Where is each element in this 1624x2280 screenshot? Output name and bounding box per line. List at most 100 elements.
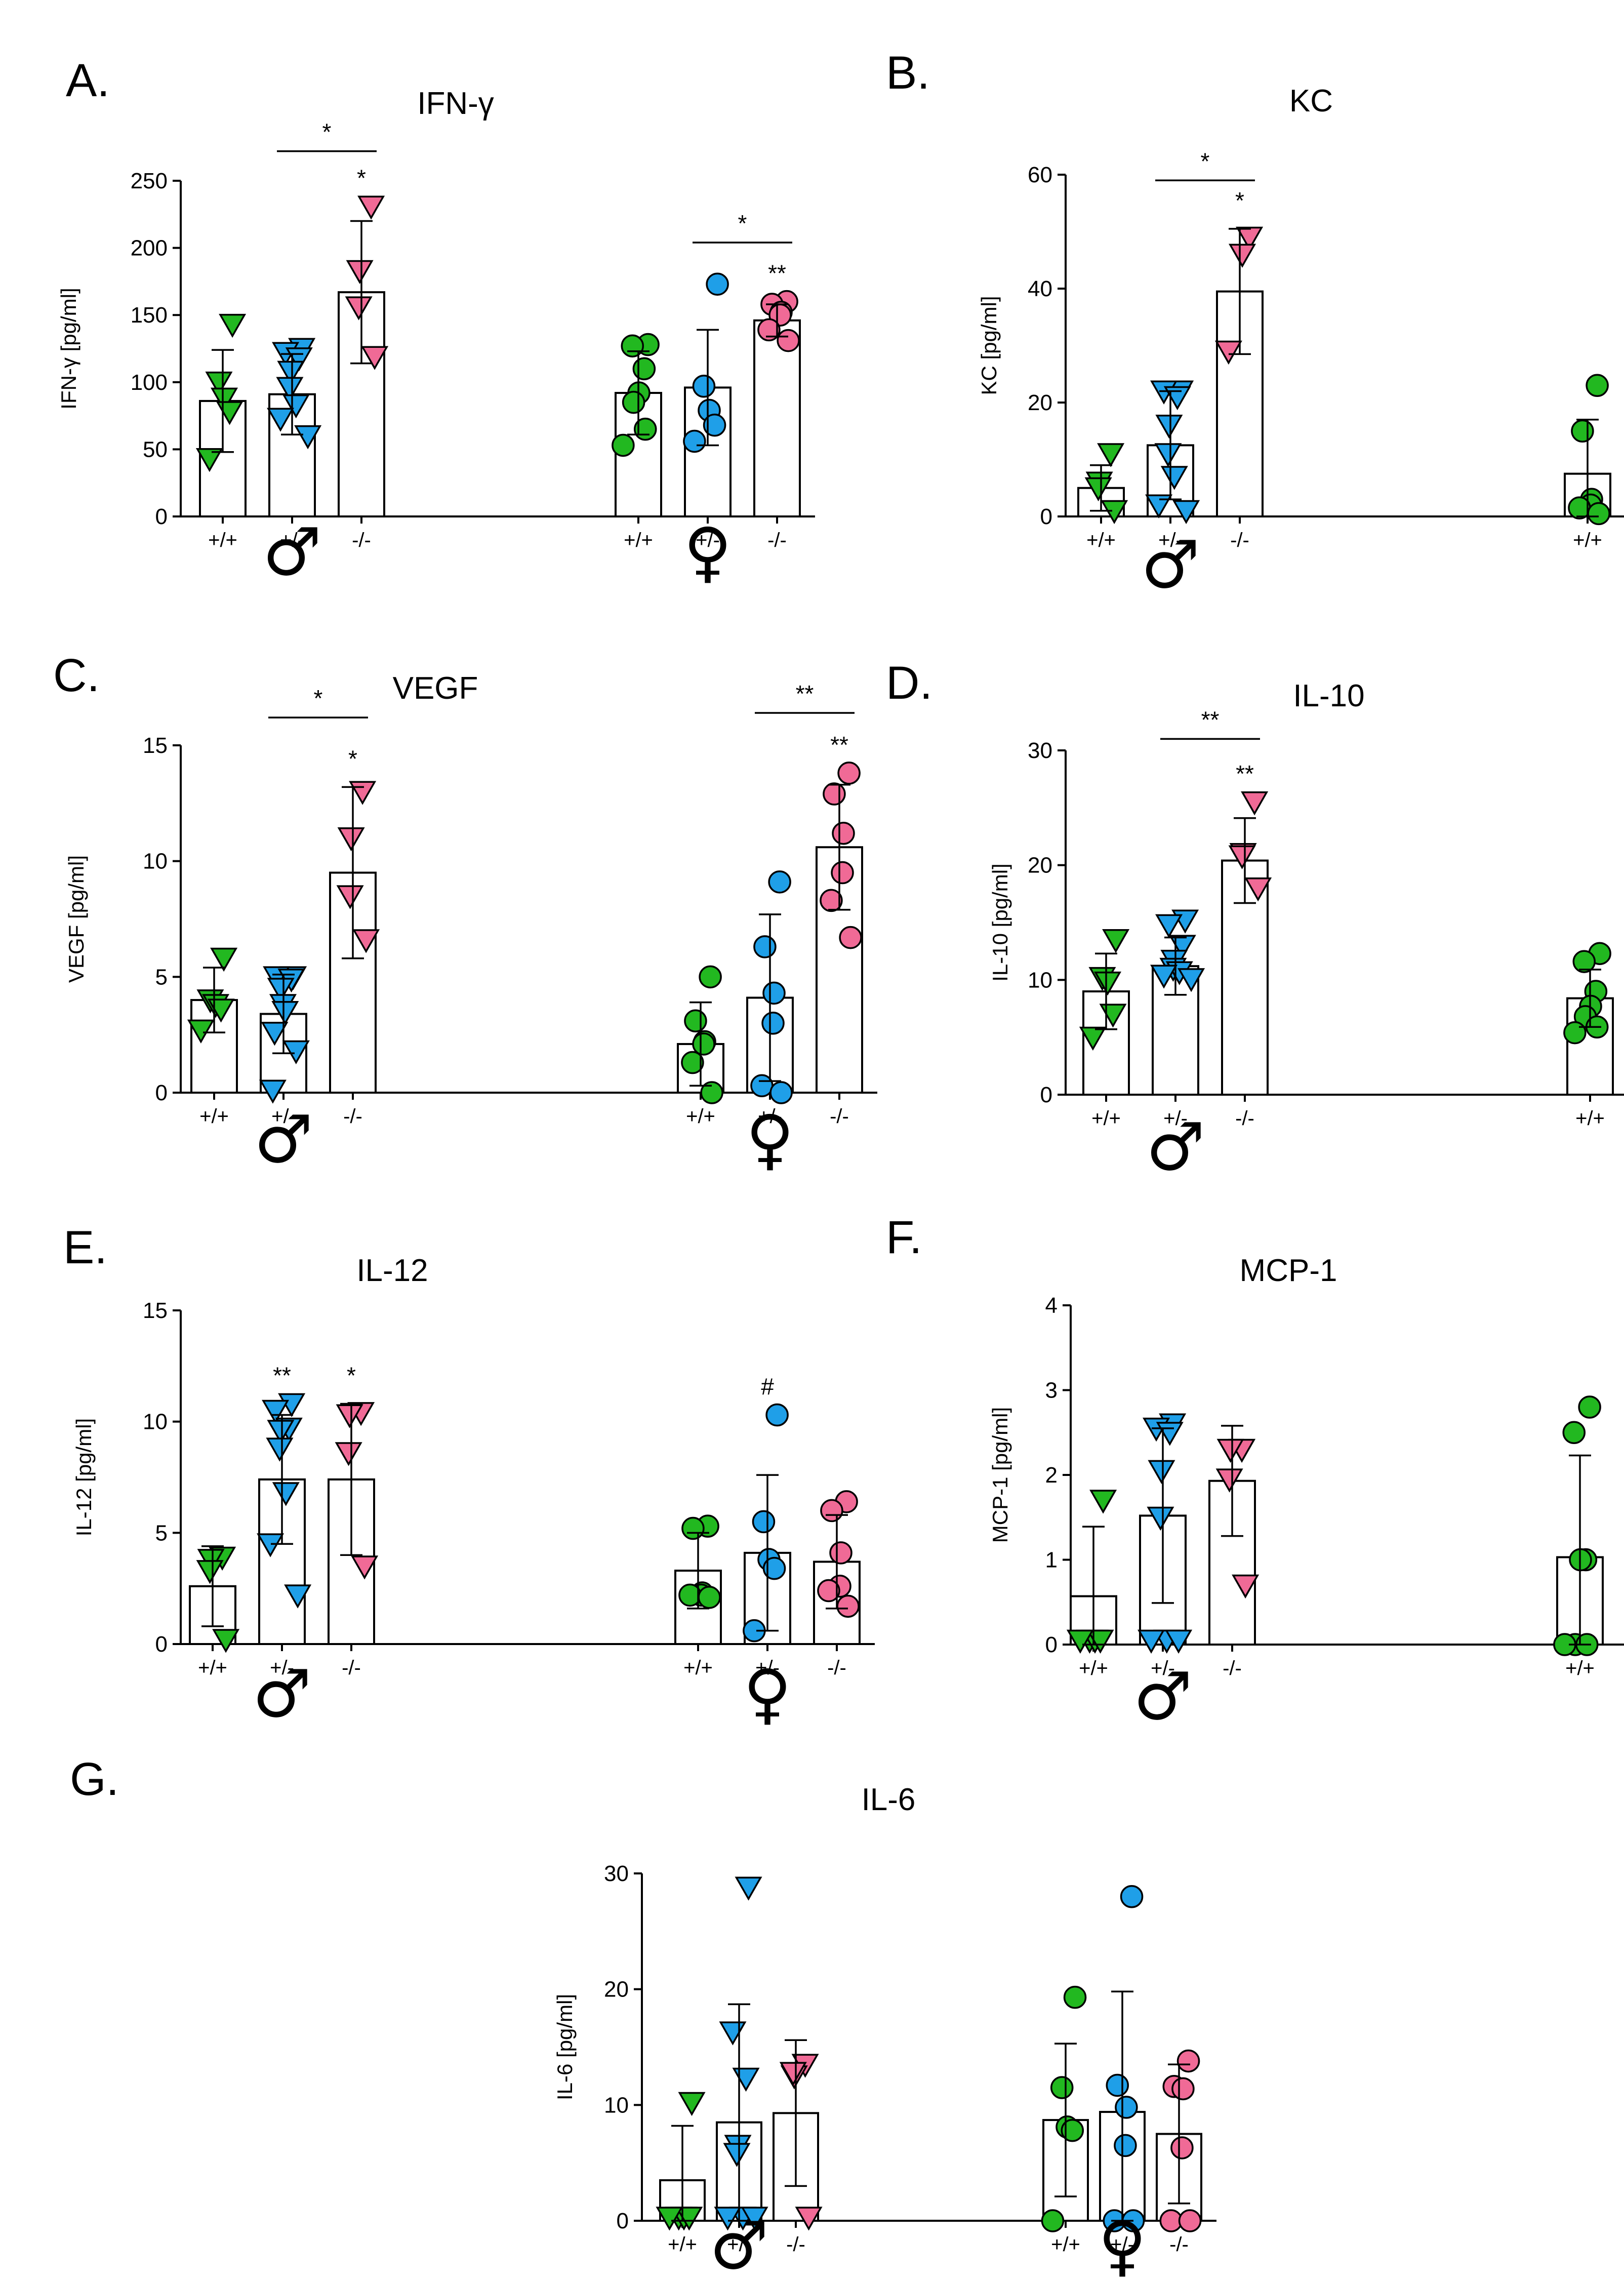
data-point: [706, 272, 729, 296]
data-point: [1171, 2077, 1195, 2101]
y-tick-label: 2: [1045, 1463, 1058, 1488]
data-point: [1155, 914, 1183, 938]
x-tick-label: +/+: [1091, 1107, 1121, 1130]
y-axis-label: VEGF [pg/ml]: [64, 855, 88, 983]
data-point: [795, 2207, 823, 2231]
y-tick-label: 10: [143, 1410, 168, 1434]
data-point: [1572, 950, 1596, 973]
data-point: [277, 361, 305, 385]
bracket-significance: *: [322, 119, 332, 145]
x-tick-label: +/-: [1163, 1107, 1188, 1130]
data-point: [741, 2207, 768, 2231]
data-point: [779, 2062, 807, 2086]
x-tick-label: +/-: [696, 529, 720, 551]
y-tick-label: 20: [1028, 853, 1052, 878]
y-tick-label: 30: [1028, 738, 1052, 763]
data-point: [1587, 502, 1610, 526]
data-point: [1168, 935, 1196, 959]
x-tick-label: +/-: [1110, 2233, 1134, 2256]
data-point: [257, 1533, 285, 1557]
x-tick-label: -/-: [352, 529, 371, 551]
data-point: [1106, 2073, 1129, 2097]
y-tick-label: 50: [143, 437, 168, 462]
x-tick-label: +/-: [755, 1657, 780, 1679]
y-axis-label: IL-6 [pg/ml]: [553, 1994, 577, 2100]
data-point: [1176, 2049, 1200, 2073]
x-tick-label: +/+: [208, 529, 237, 551]
data-point: [1155, 415, 1183, 439]
chart-title: IL-6: [862, 1782, 916, 1817]
data-point: [1145, 494, 1173, 518]
x-tick-label: +/+: [198, 1657, 227, 1679]
data-point: [1244, 877, 1272, 902]
y-axis-label: IL-10 [pg/ml]: [988, 863, 1012, 981]
x-tick-label: +/+: [1051, 2233, 1080, 2256]
x-tick-label: +/-: [727, 2233, 751, 2256]
data-point: [196, 1560, 224, 1584]
significance-mark: **: [768, 260, 786, 287]
y-tick-label: 0: [1045, 1632, 1058, 1657]
data-point: [699, 965, 722, 989]
data-point: [212, 1629, 240, 1653]
panel-letter: C.: [53, 650, 100, 701]
chart-title: IFN-γ: [417, 86, 494, 121]
data-point: [761, 1012, 785, 1035]
data-point: [1120, 1885, 1144, 1908]
data-point: [757, 318, 781, 342]
y-axis-label: IFN-γ [pg/ml]: [57, 288, 80, 409]
data-point: [1241, 791, 1269, 816]
y-tick-label: 60: [1028, 163, 1052, 187]
data-point: [678, 2092, 706, 2116]
data-point: [831, 861, 854, 885]
data-point: [714, 2207, 742, 2231]
bracket-significance: *: [738, 210, 747, 236]
data-point: [692, 1032, 715, 1056]
x-tick-label: +/-: [758, 1105, 782, 1128]
chart-panel-a: A. IFN-γ IFN-γ [pg/ml] 0 50 100 150 200 250 +/+ +/…: [57, 55, 815, 590]
x-tick-label: -/-: [1169, 2233, 1189, 2256]
x-tick-label: -/-: [343, 1105, 362, 1128]
data-point: [335, 1442, 362, 1466]
data-point: [752, 1510, 776, 1534]
data-point: [839, 926, 862, 949]
data-point: [282, 1040, 310, 1065]
y-tick-label: 15: [143, 1298, 168, 1323]
data-point: [1215, 1468, 1243, 1493]
data-point: [762, 981, 786, 1005]
data-point: [1563, 1021, 1587, 1045]
data-point: [1154, 443, 1182, 467]
y-tick-label: 4: [1045, 1293, 1058, 1318]
data-point: [1178, 968, 1205, 992]
data-point: [698, 1585, 721, 1609]
x-tick-label: -/-: [827, 1657, 846, 1679]
y-tick-label: 20: [604, 1977, 629, 2002]
data-point: [1172, 500, 1200, 525]
x-tick-label: -/-: [830, 1105, 849, 1128]
chart-title: MCP-1: [1240, 1253, 1337, 1288]
data-point: [1089, 1490, 1117, 1514]
chart-panel-c: C. VEGF VEGF [pg/ml] 0 5 10 15 +/+ +/- -/- +/+ +/- -…: [53, 650, 877, 1178]
y-tick-label: 5: [155, 965, 168, 989]
data-point: [1050, 2076, 1074, 2099]
x-tick-label: +/+: [1575, 1107, 1605, 1130]
data-point: [820, 889, 843, 912]
data-point: [219, 313, 247, 338]
x-tick-label: -/-: [342, 1657, 361, 1679]
data-point: [1232, 1574, 1260, 1599]
male-symbol: ♂: [1141, 526, 1200, 603]
data-point: [361, 346, 389, 370]
data-point: [1097, 443, 1125, 467]
data-point: [337, 827, 365, 852]
data-point: [621, 334, 644, 357]
data-point: [1148, 1460, 1175, 1484]
x-tick-label: +/+: [1573, 529, 1602, 551]
data-point: [1228, 845, 1256, 869]
y-tick-label: 200: [131, 236, 168, 261]
y-tick-label: 1: [1045, 1548, 1058, 1573]
female-symbol: ♀: [743, 1655, 791, 1732]
data-point: [723, 2143, 751, 2167]
data-point: [765, 1403, 789, 1427]
